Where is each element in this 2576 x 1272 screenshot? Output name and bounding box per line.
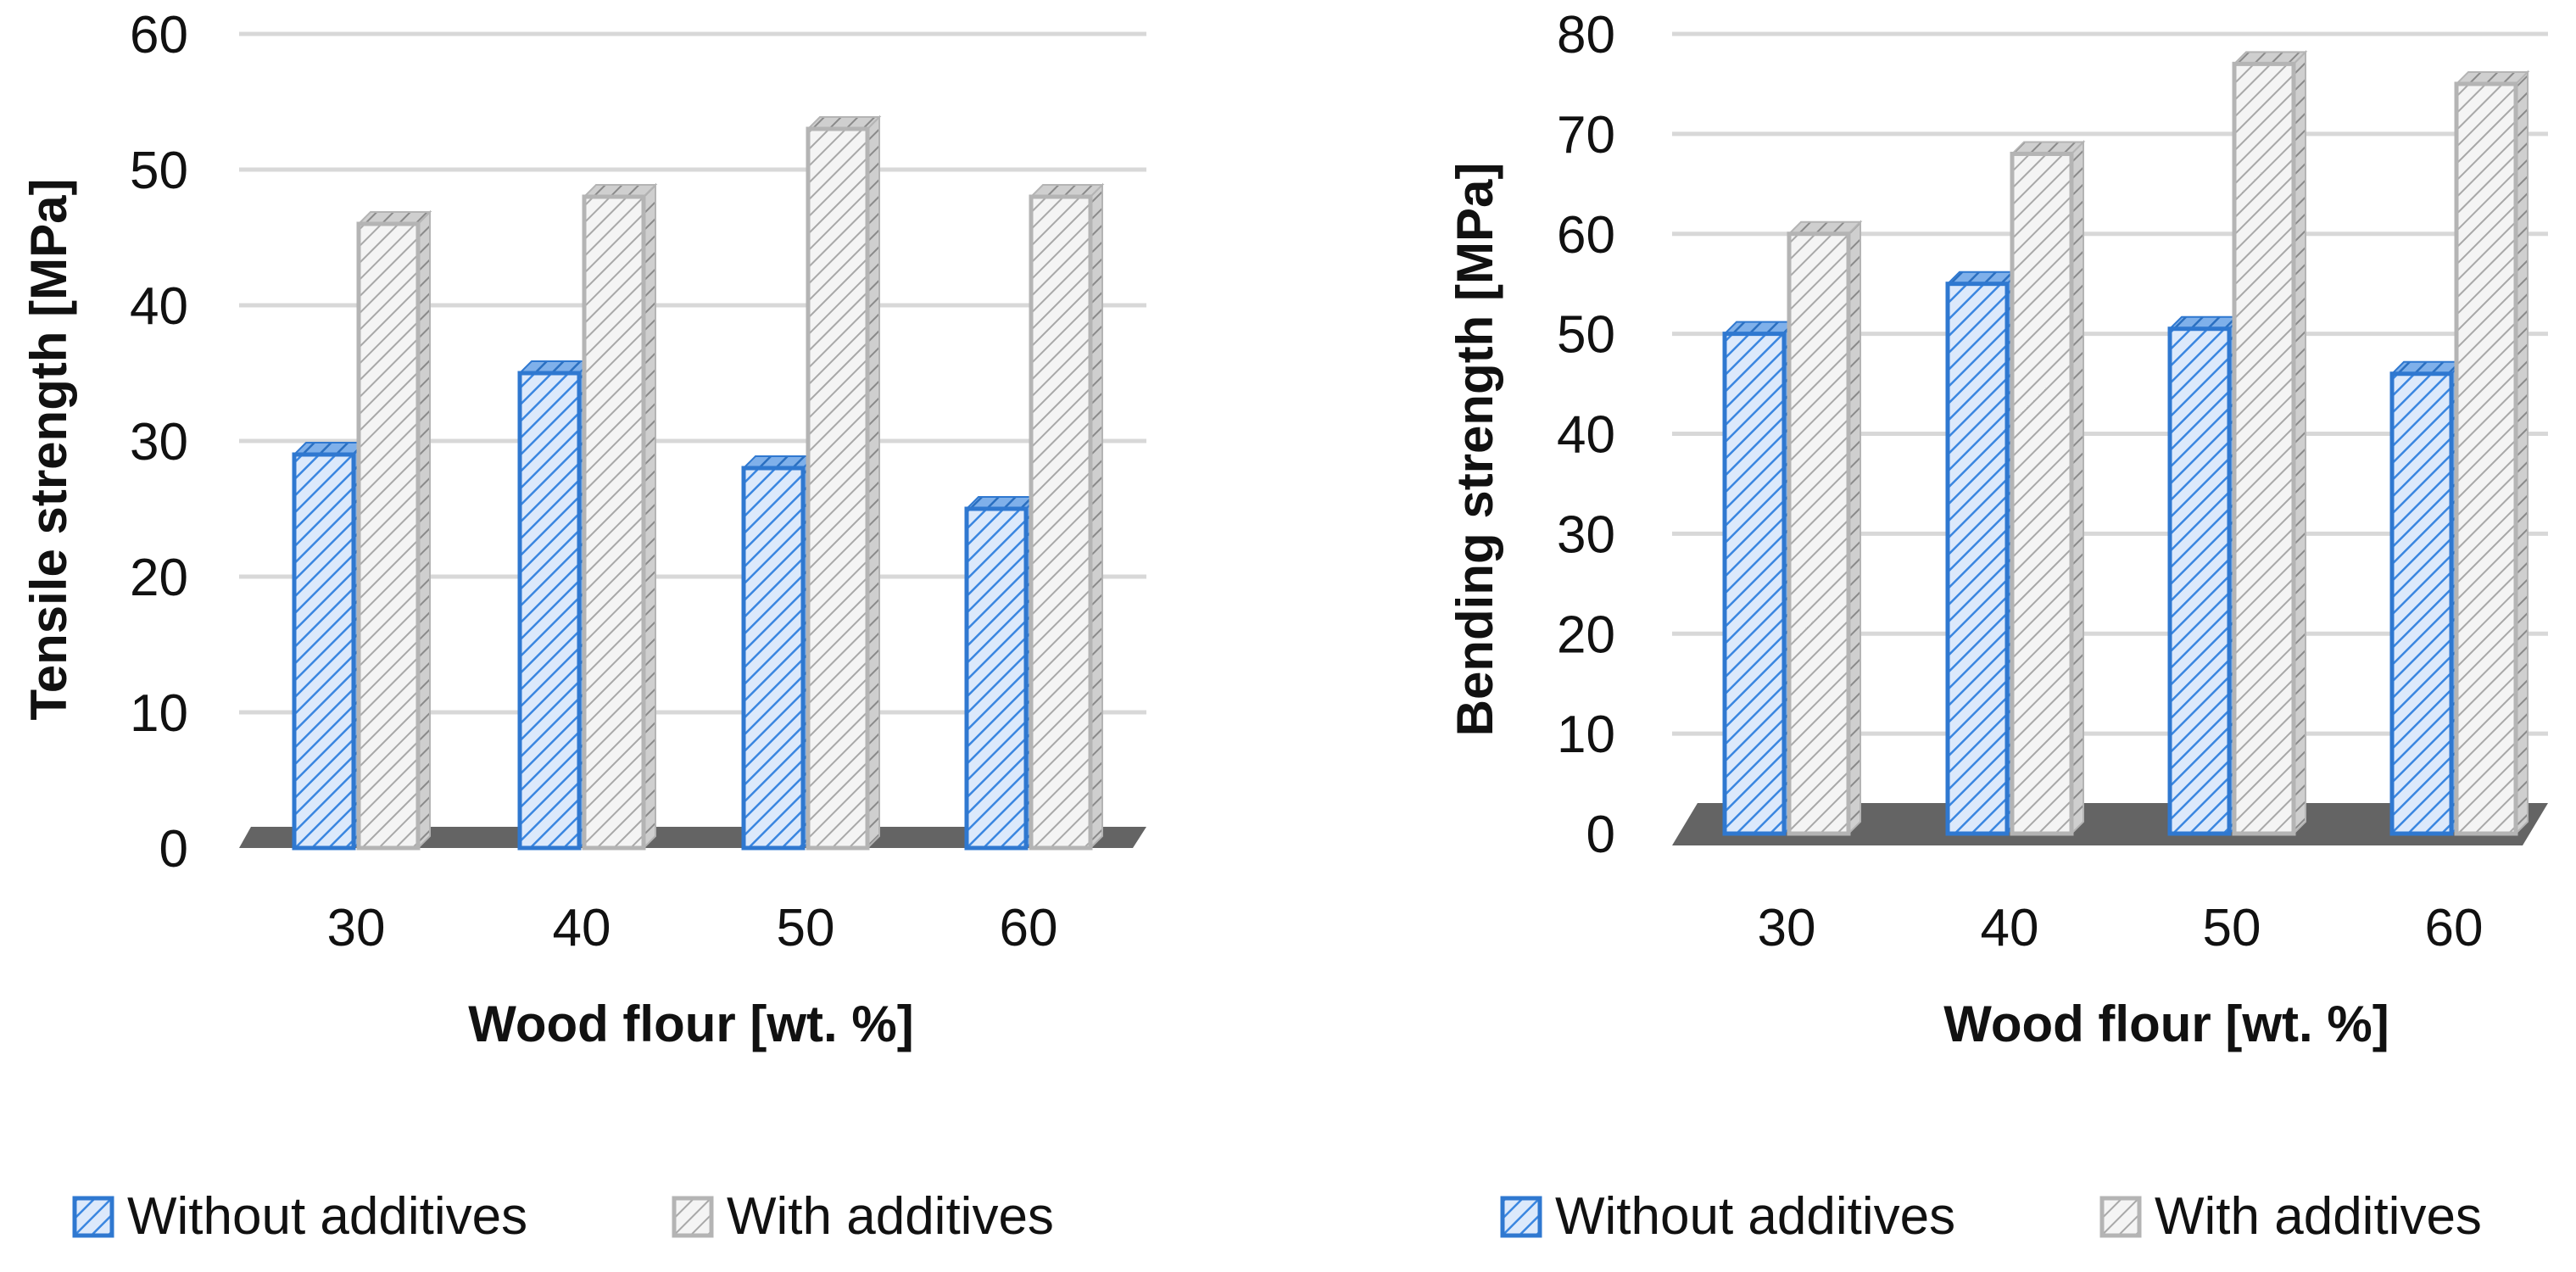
y-axis-title: Tensile strength [MPa]: [20, 179, 77, 721]
y-tick-label: 10: [1557, 706, 1615, 764]
bar-with-additives-30: [356, 209, 432, 851]
y-tick-label: 80: [1557, 6, 1615, 64]
hatched-square-blue-icon: [1500, 1196, 1542, 1238]
legend-item-without-additives: Without additives: [72, 1187, 527, 1246]
x-tick-label: 40: [553, 899, 611, 957]
legend-label-without: Without additives: [127, 1187, 527, 1246]
x-axis-ticks: 30 40 50 60: [1758, 899, 2484, 957]
legend-label-with: With additives: [2155, 1187, 2482, 1246]
bars: [292, 114, 1105, 851]
bar-front: [741, 466, 806, 851]
bar-without-additives-30: [1722, 320, 1798, 836]
bar-with-additives-50: [2232, 49, 2308, 836]
x-axis-title: Wood flour [wt. %]: [1943, 996, 2389, 1052]
y-axis-ticks: 0 10 20 30 40 50 60 70 80: [1557, 6, 1615, 864]
bar-without-additives-40: [1945, 270, 2021, 836]
y-axis-ticks: 0 10 20 30 40 50 60: [130, 6, 188, 879]
x-axis-title: Wood flour [wt. %]: [468, 996, 913, 1052]
y-tick-label: 20: [1557, 605, 1615, 664]
bar-front: [1945, 282, 2010, 836]
y-tick-label: 20: [130, 549, 188, 607]
bar-with-additives-60: [2454, 70, 2530, 836]
y-tick-label: 50: [1557, 306, 1615, 365]
y-tick-label: 50: [130, 142, 188, 200]
bars: [1722, 49, 2530, 836]
y-axis-title: Bending strength [MPa]: [1447, 163, 1503, 737]
y-tick-label: 30: [130, 413, 188, 471]
bar-front: [517, 371, 582, 851]
hatched-square-blue-icon: [72, 1196, 114, 1238]
bar-without-additives-50: [2167, 315, 2244, 836]
y-tick-label: 10: [130, 684, 188, 743]
x-tick-label: 60: [1000, 899, 1058, 957]
bar-front: [2167, 326, 2232, 836]
bending-strength-chart: 0 10 20 30 40 50 60 70 80 30 40 50 60 Bending stren…: [1447, 6, 2548, 1246]
x-tick-label: 50: [2203, 899, 2261, 957]
bar-front: [1029, 194, 1093, 851]
bar-front: [356, 221, 421, 851]
x-tick-label: 30: [1758, 899, 1816, 957]
chart-floor: [1672, 803, 2548, 845]
legend-label-without: Without additives: [1555, 1187, 1955, 1246]
bar-front: [964, 506, 1029, 851]
bar-front: [292, 452, 356, 851]
bar-without-additives-60: [964, 494, 1040, 851]
bar-front: [2232, 61, 2296, 836]
bar-front: [2010, 151, 2074, 836]
bar-with-additives-40: [2010, 140, 2086, 836]
bar-front: [1722, 332, 1787, 836]
y-tick-label: 40: [1557, 406, 1615, 465]
legend: Without additives With additives: [72, 1187, 1054, 1246]
bar-front: [2454, 81, 2518, 836]
bar-front: [2389, 371, 2454, 836]
y-tick-label: 30: [1557, 505, 1615, 564]
bar-without-additives-60: [2389, 360, 2466, 836]
legend: Without additives With additives: [1500, 1187, 2482, 1246]
x-tick-label: 30: [327, 899, 386, 957]
bar-front: [806, 126, 870, 851]
bar-front: [582, 194, 646, 851]
tensile-strength-chart: 0 10 20 30 40 50 60 30 40 50 60 Tensile strength …: [20, 6, 1146, 1246]
x-tick-label: 40: [1981, 899, 2039, 957]
bar-front: [1787, 232, 1851, 836]
hatched-square-gray-icon: [672, 1196, 714, 1238]
x-tick-label: 60: [2425, 899, 2484, 957]
y-tick-label: 0: [1586, 806, 1615, 864]
bar-with-additives-30: [1787, 220, 1863, 836]
y-tick-label: 40: [130, 277, 188, 336]
y-tick-label: 0: [159, 820, 188, 879]
chart-floor: [239, 827, 1146, 848]
legend-label-with: With additives: [727, 1187, 1054, 1246]
legend-item-without-additives: Without additives: [1500, 1187, 1955, 1246]
y-tick-label: 60: [130, 6, 188, 64]
floor-plane: [239, 827, 1146, 848]
y-tick-label: 70: [1557, 106, 1615, 165]
bar-without-additives-50: [741, 454, 817, 851]
legend-item-with-additives: With additives: [2099, 1187, 2482, 1246]
bar-with-additives-60: [1029, 182, 1105, 851]
bar-with-additives-50: [806, 114, 882, 851]
bar-without-additives-40: [517, 359, 594, 851]
hatched-square-gray-icon: [2099, 1196, 2142, 1238]
x-tick-label: 50: [777, 899, 835, 957]
bar-with-additives-40: [582, 182, 658, 851]
bar-without-additives-30: [292, 440, 368, 851]
y-tick-label: 60: [1557, 206, 1615, 265]
floor-plane: [1672, 803, 2548, 845]
legend-item-with-additives: With additives: [672, 1187, 1054, 1246]
x-axis-ticks: 30 40 50 60: [327, 899, 1058, 957]
